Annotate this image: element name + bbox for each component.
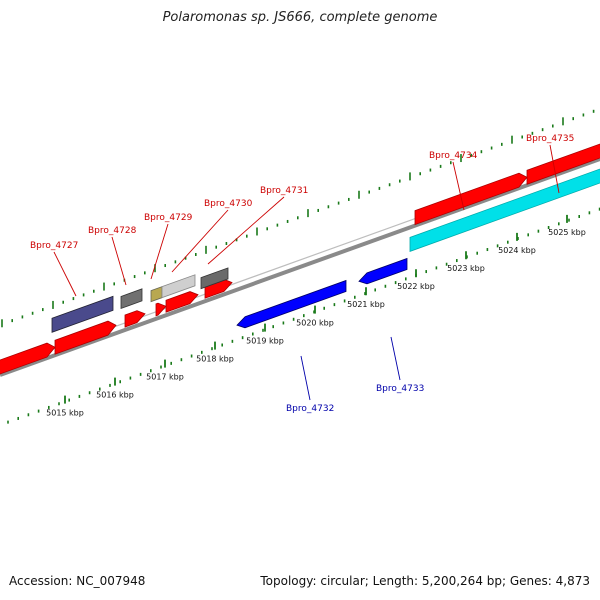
gene-label: Bpro_4728 [88, 226, 137, 236]
gene-leader-line [53, 251, 77, 297]
genome-stats-text: Topology: circular; Length: 5,200,264 bp… [260, 574, 590, 588]
gene-leader-line [300, 355, 311, 401]
reverse-gene [236, 279, 347, 329]
feature-box [161, 274, 196, 299]
gene-leader-line [390, 336, 401, 381]
ruler-label: 5017 kbp [146, 373, 184, 382]
accession-text: Accession: NC_007948 [9, 574, 146, 588]
highlight-region [409, 168, 600, 252]
gene-label: Bpro_4727 [30, 241, 78, 251]
gene-leader-line [150, 223, 169, 280]
ruler-label: 5020 kbp [296, 319, 334, 328]
gene-leader-line [549, 144, 560, 194]
ruler-label: 5019 kbp [246, 337, 284, 346]
map-title: Polaromonas sp. JS666, complete genome [162, 10, 438, 25]
ruler-label: 5018 kbp [196, 355, 234, 364]
forward-gene [0, 342, 56, 375]
ruler-label: 5025 kbp [548, 228, 586, 237]
ruler-label: 5015 kbp [46, 409, 84, 418]
gene-leader-line [452, 161, 465, 211]
feature-box [150, 286, 163, 303]
ruler-label: 5023 kbp [447, 264, 485, 273]
ruler-label: 5022 kbp [397, 282, 435, 291]
gene-label: Bpro_4734 [429, 151, 478, 161]
forward-gene [526, 143, 600, 185]
feature-box [120, 288, 143, 310]
forward-gene [54, 320, 117, 355]
ruler-label: 5024 kbp [498, 246, 536, 255]
feature-box [200, 267, 229, 290]
ruler-label: 5016 kbp [96, 391, 134, 400]
forward-gene [124, 310, 146, 328]
gene-leader-line [207, 196, 285, 265]
gene-label: Bpro_4730 [204, 199, 253, 209]
backbone-outer [0, 157, 600, 377]
feature-box [51, 295, 114, 333]
forward-gene [155, 302, 167, 317]
gene-leader-line [111, 236, 127, 286]
gene-label: Bpro_4731 [260, 186, 308, 196]
gene-label: Bpro_4729 [144, 213, 193, 223]
gene-leader-line [171, 209, 229, 273]
ruler-label: 5021 kbp [347, 300, 385, 309]
gene-label: Bpro_4732 [286, 404, 334, 414]
forward-gene [165, 291, 199, 313]
reverse-gene [358, 257, 408, 285]
gene-label: Bpro_4735 [526, 134, 574, 144]
forward-gene [414, 172, 528, 226]
gene-label: Bpro_4733 [376, 384, 424, 394]
